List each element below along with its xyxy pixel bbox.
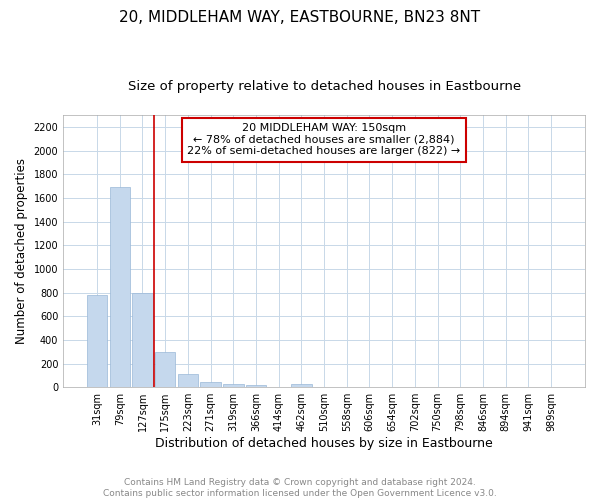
Bar [223,384,244,387]
Bar [110,187,130,387]
Bar [132,292,153,387]
Bar [200,382,221,387]
Y-axis label: Number of detached properties: Number of detached properties [15,158,28,344]
Text: 20 MIDDLEHAM WAY: 150sqm
← 78% of detached houses are smaller (2,884)
22% of sem: 20 MIDDLEHAM WAY: 150sqm ← 78% of detach… [187,123,461,156]
Bar [87,296,107,387]
Bar [246,384,266,387]
Text: Contains HM Land Registry data © Crown copyright and database right 2024.
Contai: Contains HM Land Registry data © Crown c… [103,478,497,498]
Bar [291,384,311,387]
Bar [178,374,198,387]
Text: 20, MIDDLEHAM WAY, EASTBOURNE, BN23 8NT: 20, MIDDLEHAM WAY, EASTBOURNE, BN23 8NT [119,10,481,25]
X-axis label: Distribution of detached houses by size in Eastbourne: Distribution of detached houses by size … [155,437,493,450]
Title: Size of property relative to detached houses in Eastbourne: Size of property relative to detached ho… [128,80,521,93]
Bar [155,352,175,387]
